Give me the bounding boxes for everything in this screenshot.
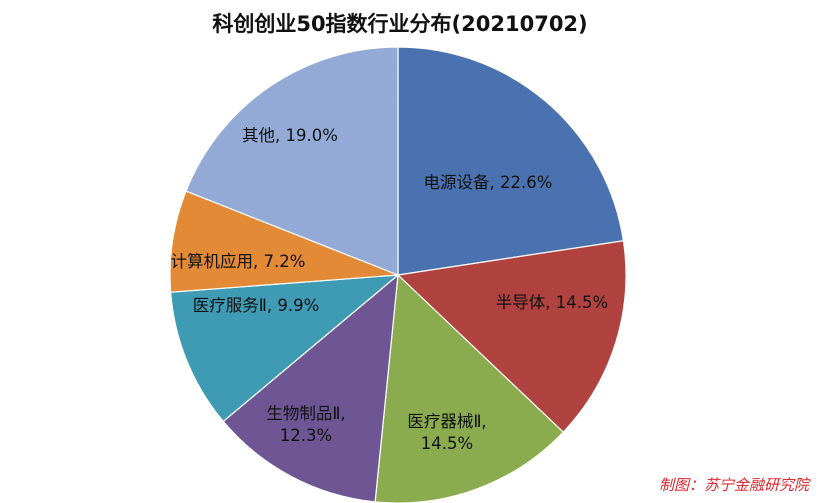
pie-slice [397, 46, 625, 276]
slice-label: 生物制品Ⅱ, 12.3% [266, 404, 345, 445]
pie-slice [169, 190, 399, 293]
slice-label: 其他, 19.0% [242, 126, 338, 145]
slice-label: 半导体, 14.5% [496, 293, 608, 312]
slice-label: 医疗器械Ⅱ, 14.5% [407, 412, 486, 453]
source-note: 制图：苏宁金融研究院 [658, 476, 809, 494]
pie-slice [396, 240, 627, 433]
chart-title: 科创创业50指数行业分布(20210702) [212, 12, 588, 36]
pie-slice [185, 46, 399, 276]
slice-label: 医疗服务Ⅱ, 9.9% [193, 296, 320, 315]
pie-slice [170, 274, 400, 423]
slice-label: 电源设备, 22.6% [424, 173, 553, 192]
slice-label: 计算机应用, 7.2% [171, 252, 306, 271]
pie-slice [222, 273, 399, 503]
